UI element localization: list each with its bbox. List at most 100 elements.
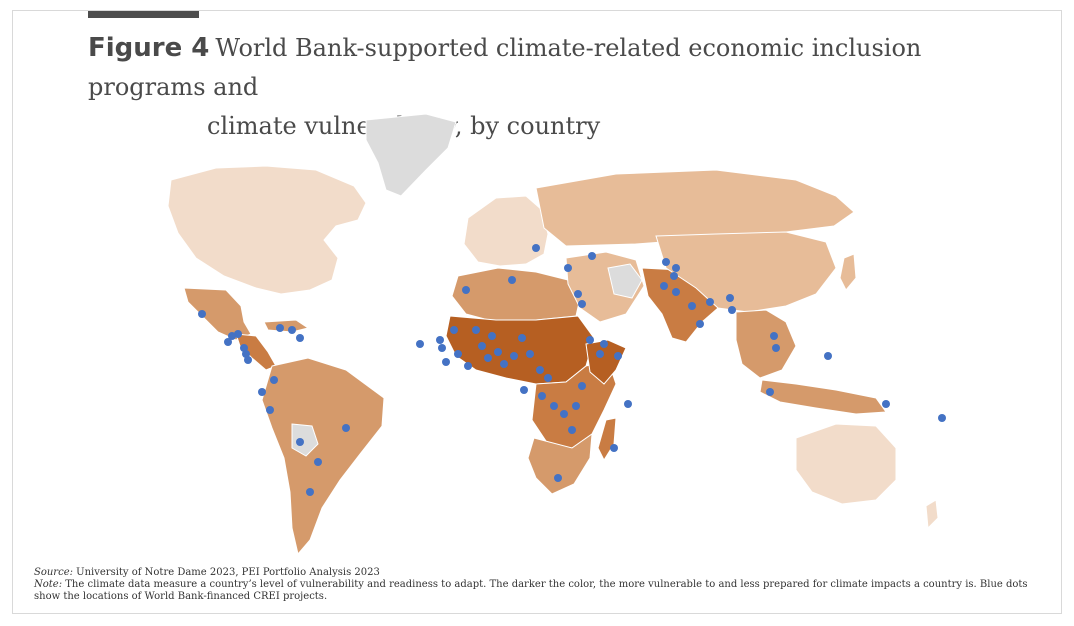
project-dot	[586, 336, 594, 344]
figure-label: Figure 4	[88, 33, 210, 63]
project-dot	[296, 438, 304, 446]
region-japan	[839, 253, 857, 291]
project-dot	[568, 426, 576, 434]
project-dot	[244, 356, 252, 364]
source-line: Source: University of Notre Dame 2023, P…	[34, 567, 1044, 579]
region-caribbean	[263, 319, 310, 333]
region-north-america	[167, 165, 367, 295]
project-dot	[518, 334, 526, 342]
project-dot	[500, 360, 508, 368]
region-bolivia	[291, 423, 319, 457]
note-line: Note: The climate data measure a country…	[34, 579, 1044, 603]
region-australia	[795, 423, 897, 505]
region-southeast-asia	[735, 309, 797, 379]
project-dot	[314, 458, 322, 466]
project-dot	[342, 424, 350, 432]
project-dot	[610, 444, 618, 452]
project-dot	[472, 326, 480, 334]
project-dot	[588, 252, 596, 260]
project-dot	[494, 348, 502, 356]
project-dot	[660, 282, 668, 290]
project-dot	[938, 414, 946, 422]
figure-title: Figure 4 World Bank-supported climate-rel…	[88, 30, 1028, 144]
project-dot	[224, 338, 232, 346]
project-dot	[578, 382, 586, 390]
region-north-africa	[451, 267, 581, 323]
project-dot	[728, 306, 736, 314]
project-dot	[766, 388, 774, 396]
region-sahel	[445, 315, 595, 385]
region-madagascar	[597, 417, 617, 462]
project-dot	[306, 488, 314, 496]
project-dot	[520, 386, 528, 394]
project-dot	[454, 350, 462, 358]
figure-accent-bar	[88, 11, 199, 18]
project-dot	[438, 344, 446, 352]
project-dot	[276, 324, 284, 332]
project-dot	[614, 352, 622, 360]
project-dot	[270, 376, 278, 384]
project-dot	[772, 344, 780, 352]
project-dot	[538, 392, 546, 400]
project-dot	[662, 258, 670, 266]
region-central-america	[235, 333, 277, 371]
project-dot	[770, 332, 778, 340]
project-dot	[572, 402, 580, 410]
project-dot	[574, 290, 582, 298]
project-dot	[266, 406, 274, 414]
region-southern-africa	[527, 432, 593, 495]
project-dot	[882, 400, 890, 408]
figure-title-line1: World Bank-supported climate-related eco…	[88, 34, 922, 101]
project-dot	[624, 400, 632, 408]
region-russia	[535, 169, 855, 247]
project-dot	[488, 332, 496, 340]
world-map	[167, 113, 946, 556]
project-dot	[508, 276, 516, 284]
project-dot	[198, 310, 206, 318]
region-europe	[463, 195, 549, 267]
project-dot	[510, 352, 518, 360]
project-dot	[688, 302, 696, 310]
region-new-zealand	[925, 499, 939, 530]
project-dot	[484, 354, 492, 362]
project-dot	[550, 402, 558, 410]
project-dot	[416, 340, 424, 348]
project-dot	[596, 350, 604, 358]
project-dot	[670, 272, 678, 280]
source-text: University of Notre Dame 2023, PEI Portf…	[72, 567, 380, 578]
project-dot	[288, 326, 296, 334]
region-indonesia	[759, 379, 887, 415]
project-dot	[578, 300, 586, 308]
project-dot	[442, 358, 450, 366]
project-dot	[478, 342, 486, 350]
project-dot	[672, 264, 680, 272]
region-south-america	[261, 357, 385, 556]
project-dot	[436, 336, 444, 344]
project-dot	[296, 334, 304, 342]
project-dot	[696, 320, 704, 328]
region-iran	[607, 263, 643, 299]
region-horn-africa	[585, 339, 627, 385]
region-greenland	[365, 113, 457, 197]
project-dot	[560, 410, 568, 418]
project-dot	[234, 330, 242, 338]
project-dot	[258, 388, 266, 396]
project-dot	[462, 286, 470, 294]
project-dot	[554, 474, 562, 482]
figure-notes: Source: University of Notre Dame 2023, P…	[34, 567, 1044, 603]
note-label: Note:	[34, 579, 63, 590]
project-dot	[706, 298, 714, 306]
project-dot	[726, 294, 734, 302]
project-dot	[672, 288, 680, 296]
project-dot	[600, 340, 608, 348]
project-dot	[450, 326, 458, 334]
note-text: The climate data measure a country’s lev…	[34, 579, 1028, 602]
project-dot	[824, 352, 832, 360]
project-dot	[526, 350, 534, 358]
project-dot	[564, 264, 572, 272]
project-dot	[532, 244, 540, 252]
project-dot	[536, 366, 544, 374]
source-label: Source:	[34, 567, 73, 578]
project-dot	[464, 362, 472, 370]
project-dot	[544, 374, 552, 382]
